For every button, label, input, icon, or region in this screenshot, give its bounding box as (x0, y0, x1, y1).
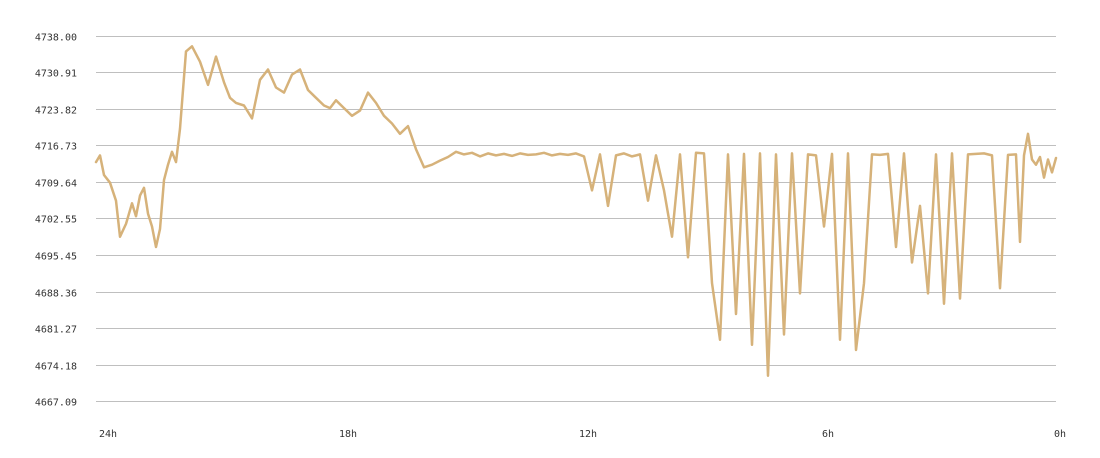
y-tick-label: 4702.55 (35, 215, 77, 226)
y-tick-label: 4667.09 (35, 398, 77, 409)
y-tick-label: 4723.82 (35, 106, 77, 117)
y-tick-label: 4674.18 (35, 362, 77, 373)
x-tick-label: 12h (579, 429, 597, 440)
y-axis-tick-labels: 4738.00 4730.91 4723.82 4716.73 4709.64 4702.… (35, 33, 77, 409)
x-tick-label: 6h (822, 429, 834, 440)
x-tick-label: 0h (1054, 429, 1066, 440)
x-tick-label: 18h (339, 429, 357, 440)
y-tick-label: 4738.00 (35, 33, 77, 44)
price-series-line (94, 45, 1058, 377)
y-tick-label: 4695.45 (35, 252, 77, 263)
series-layer (94, 45, 1058, 377)
y-tick-label: 4681.27 (35, 325, 77, 336)
y-tick-label: 4709.64 (35, 179, 77, 190)
y-tick-label: 4716.73 (35, 142, 77, 153)
x-axis-tick-labels: 24h 18h 12h 6h 0h (99, 429, 1066, 440)
x-tick-label: 24h (99, 429, 117, 440)
y-tick-label: 4688.36 (35, 289, 77, 300)
gridlines (96, 36, 1056, 402)
y-tick-label: 4730.91 (35, 69, 77, 80)
